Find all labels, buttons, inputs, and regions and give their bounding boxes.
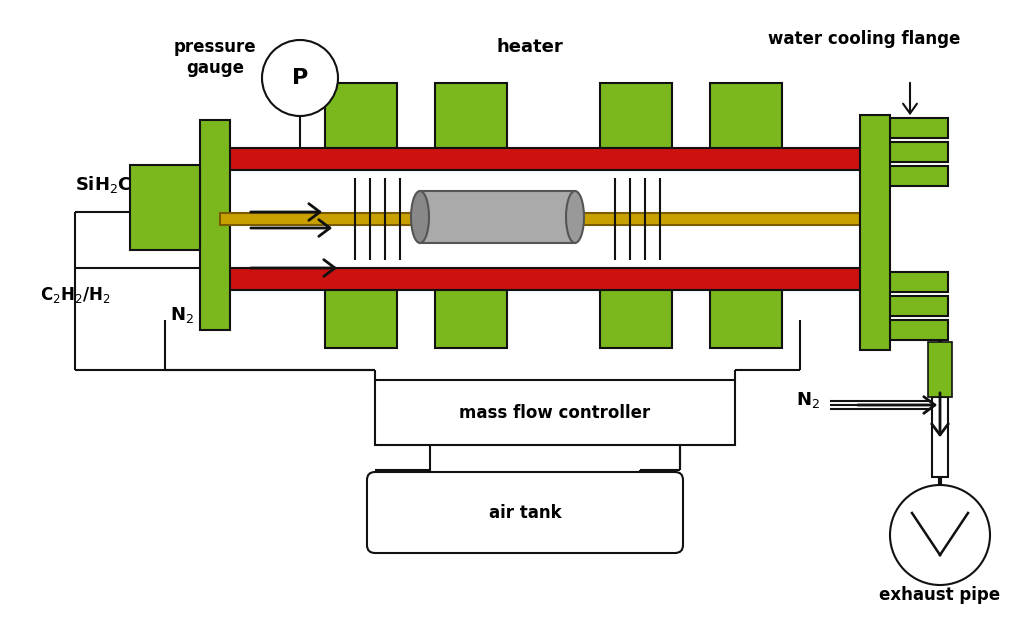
Bar [215,148,870,170]
Bar [215,268,870,290]
Text: exhaust pipe: exhaust pipe [880,586,1000,604]
Bar [375,380,735,445]
Circle shape [262,40,338,116]
Bar [130,165,200,250]
FancyBboxPatch shape [367,472,683,553]
Ellipse shape [411,191,429,243]
Bar [200,120,230,330]
Text: C$_2$H$_2$/H$_2$: C$_2$H$_2$/H$_2$ [40,285,111,305]
Text: mass flow controller: mass flow controller [460,403,650,421]
Bar [420,191,575,243]
Text: water cooling flange: water cooling flange [768,30,961,48]
Text: N$_2$: N$_2$ [170,305,194,325]
Bar [890,296,948,316]
Text: heater: heater [497,38,563,56]
Bar [435,290,507,348]
Text: P: P [292,68,308,88]
Text: SiH$_2$Cl$_2$: SiH$_2$Cl$_2$ [75,174,146,195]
Bar [325,83,397,148]
Bar [710,83,782,148]
Bar [325,290,397,348]
Bar [890,272,948,292]
Bar [890,320,948,340]
Bar [890,166,948,186]
Text: air tank: air tank [488,503,561,522]
Bar [600,290,672,348]
Bar [928,342,952,397]
Bar [710,290,782,348]
Bar [435,83,507,148]
Bar [932,397,948,477]
Bar [890,142,948,162]
Bar [860,115,890,350]
Bar [860,215,868,223]
Text: N$_2$: N$_2$ [796,390,820,410]
Bar [600,83,672,148]
Ellipse shape [566,191,584,243]
Circle shape [890,485,990,585]
Text: pressure
gauge: pressure gauge [174,38,256,77]
Bar [215,170,870,268]
Bar [890,118,948,138]
Bar [220,213,860,225]
